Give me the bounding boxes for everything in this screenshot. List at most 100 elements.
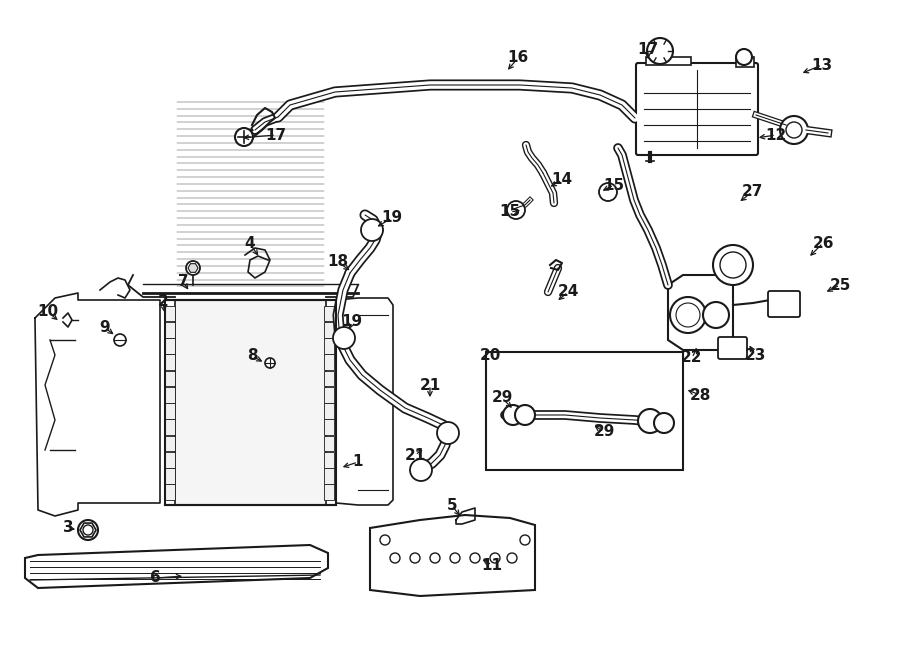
Text: 8: 8 xyxy=(247,348,257,364)
Circle shape xyxy=(78,520,98,540)
Text: 11: 11 xyxy=(482,557,502,572)
Bar xyxy=(165,371,175,386)
Bar xyxy=(324,419,334,435)
Text: 15: 15 xyxy=(603,178,625,192)
Circle shape xyxy=(390,553,400,563)
Text: 15: 15 xyxy=(500,204,520,219)
Circle shape xyxy=(503,405,523,425)
Bar xyxy=(165,451,175,467)
Bar xyxy=(486,352,683,470)
Text: 9: 9 xyxy=(100,321,111,336)
Circle shape xyxy=(720,252,746,278)
Circle shape xyxy=(410,459,432,481)
Polygon shape xyxy=(370,515,535,596)
Circle shape xyxy=(515,405,535,425)
Bar xyxy=(324,338,334,354)
Text: 22: 22 xyxy=(681,350,703,366)
Bar xyxy=(324,322,334,338)
Text: 3: 3 xyxy=(63,520,73,535)
Bar xyxy=(165,305,175,321)
Bar xyxy=(165,403,175,419)
Bar xyxy=(324,387,334,403)
Text: 23: 23 xyxy=(744,348,766,362)
Circle shape xyxy=(654,413,674,433)
Circle shape xyxy=(450,553,460,563)
Circle shape xyxy=(410,553,420,563)
Polygon shape xyxy=(25,545,328,588)
Circle shape xyxy=(114,334,126,346)
Bar xyxy=(165,300,336,505)
Circle shape xyxy=(361,219,383,241)
Bar xyxy=(324,436,334,451)
Text: 24: 24 xyxy=(557,284,579,299)
Circle shape xyxy=(638,409,662,433)
Text: 14: 14 xyxy=(552,173,572,188)
Circle shape xyxy=(599,183,617,201)
Text: 13: 13 xyxy=(812,58,833,73)
Text: 27: 27 xyxy=(742,184,762,200)
Text: 29: 29 xyxy=(491,391,513,405)
Bar xyxy=(324,354,334,370)
Circle shape xyxy=(676,303,700,327)
Text: 25: 25 xyxy=(829,278,850,293)
Text: 7: 7 xyxy=(177,274,188,290)
Bar xyxy=(165,338,175,354)
Circle shape xyxy=(713,245,753,285)
Circle shape xyxy=(670,297,706,333)
Bar xyxy=(165,485,175,500)
Bar xyxy=(324,485,334,500)
Text: 19: 19 xyxy=(382,210,402,225)
Circle shape xyxy=(333,327,355,349)
Bar xyxy=(736,57,754,67)
Circle shape xyxy=(520,535,530,545)
Circle shape xyxy=(437,422,459,444)
Text: 26: 26 xyxy=(812,235,833,251)
FancyBboxPatch shape xyxy=(718,337,747,359)
Circle shape xyxy=(83,525,93,535)
Circle shape xyxy=(380,535,390,545)
Bar xyxy=(324,451,334,467)
Text: 29: 29 xyxy=(593,424,615,440)
Bar xyxy=(175,300,326,505)
Circle shape xyxy=(647,38,673,64)
Circle shape xyxy=(265,358,275,368)
Polygon shape xyxy=(668,275,733,350)
Text: 17: 17 xyxy=(266,128,286,143)
Circle shape xyxy=(507,553,517,563)
Circle shape xyxy=(470,553,480,563)
Text: 4: 4 xyxy=(245,237,256,251)
Text: 18: 18 xyxy=(328,254,348,270)
Circle shape xyxy=(235,128,253,146)
Text: 5: 5 xyxy=(446,498,457,514)
Bar xyxy=(165,354,175,370)
Bar xyxy=(646,57,691,65)
Bar xyxy=(324,403,334,419)
Circle shape xyxy=(507,201,525,219)
Bar xyxy=(165,387,175,403)
Text: 21: 21 xyxy=(419,377,441,393)
Circle shape xyxy=(780,116,808,144)
Circle shape xyxy=(490,553,500,563)
Bar xyxy=(324,468,334,484)
Text: 12: 12 xyxy=(765,128,787,143)
Circle shape xyxy=(430,553,440,563)
Polygon shape xyxy=(80,523,96,537)
Text: 17: 17 xyxy=(637,42,659,58)
Circle shape xyxy=(736,49,752,65)
Bar xyxy=(324,305,334,321)
Bar xyxy=(165,322,175,338)
Text: 1: 1 xyxy=(353,455,364,469)
Circle shape xyxy=(186,261,200,275)
Text: 2: 2 xyxy=(158,295,168,309)
Text: 16: 16 xyxy=(508,50,528,65)
Circle shape xyxy=(703,302,729,328)
FancyBboxPatch shape xyxy=(768,291,800,317)
Text: 20: 20 xyxy=(480,348,500,362)
Circle shape xyxy=(786,122,802,138)
Bar xyxy=(165,468,175,484)
Text: 6: 6 xyxy=(149,570,160,586)
Bar xyxy=(165,436,175,451)
Text: 10: 10 xyxy=(38,305,58,319)
Text: 19: 19 xyxy=(341,315,363,329)
Bar xyxy=(324,371,334,386)
